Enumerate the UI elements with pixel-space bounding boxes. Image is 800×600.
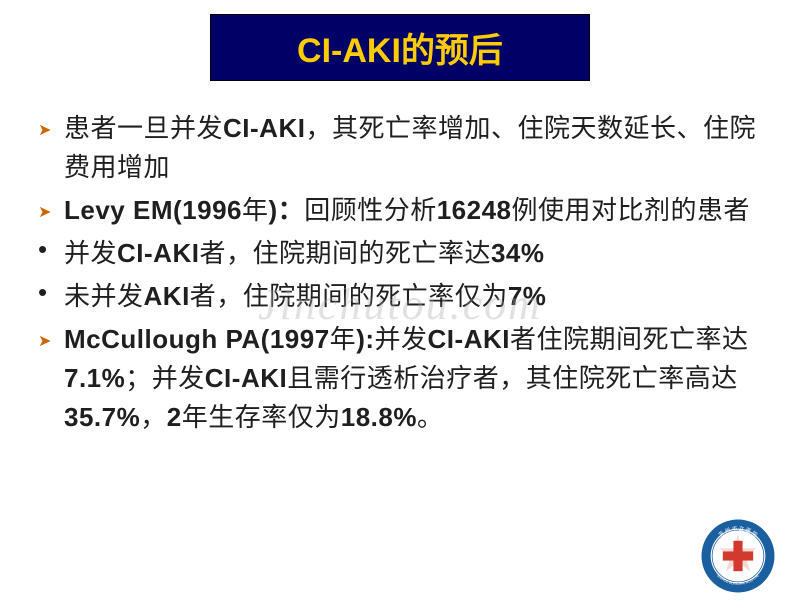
text-run: McCullough PA(1997 — [64, 324, 330, 354]
hospital-logo: 苏 州 市 立 医 院 SUZHOU MUNICIPAL HOSPITAL — [700, 518, 776, 594]
text-run: 2 — [167, 402, 182, 432]
text-run: AKI — [144, 281, 190, 311]
arrow-bullet-icon: ➤ — [38, 191, 64, 225]
text-run: 18.8% — [341, 402, 417, 432]
bullet-line: ➤患者一旦并发CI-AKI，其死亡率增加、住院天数延长、住院费用增加 — [38, 109, 760, 187]
text-run: 。 — [417, 402, 444, 432]
text-run: 7% — [508, 281, 547, 311]
text-run: CI-AKI — [428, 324, 510, 354]
dot-bullet-icon: • — [38, 234, 64, 265]
text-run: 并发 — [64, 238, 117, 268]
text-run: 年 — [242, 195, 269, 225]
text-run: 年生存率仅为 — [182, 402, 341, 432]
text-run: 例使用对比剂的患者 — [512, 195, 751, 225]
slide-title: CI-AKI的预后 — [297, 32, 503, 70]
text-run: 并发 — [375, 324, 428, 354]
text-run: 者，住院期间的死亡率仅为 — [190, 281, 508, 311]
bullet-text: 未并发AKI者，住院期间的死亡率仅为7% — [64, 277, 546, 316]
text-run: 回顾性分析 — [304, 195, 437, 225]
slide-title-box: CI-AKI的预后 — [210, 14, 590, 81]
text-run: 患者一旦并发 — [64, 113, 223, 143]
text-run: ): — [356, 324, 374, 354]
title-latin: CI-AKI — [297, 32, 401, 70]
arrow-bullet-icon: ➤ — [38, 109, 64, 143]
bullet-text: McCullough PA(1997年):并发CI-AKI者住院期间死亡率达7.… — [64, 320, 760, 437]
text-run: 者住院期间死亡率达 — [510, 324, 749, 354]
arrow-bullet-icon: ➤ — [38, 320, 64, 354]
dot-bullet-icon: • — [38, 277, 64, 308]
text-run: 16248 — [437, 195, 512, 225]
text-run: 年 — [330, 324, 357, 354]
text-run: CI-AKI — [205, 363, 287, 393]
text-run: Levy EM(1996 — [64, 195, 242, 225]
bullet-text: 患者一旦并发CI-AKI，其死亡率增加、住院天数延长、住院费用增加 — [64, 109, 760, 187]
text-run: 7.1% — [64, 363, 125, 393]
bullet-text: 并发CI-AKI者，住院期间的死亡率达34% — [64, 234, 545, 273]
text-run: ) — [269, 195, 278, 225]
text-run: 34% — [491, 238, 545, 268]
text-run: 者，住院期间的死亡率达 — [199, 238, 491, 268]
text-run: 未并发 — [64, 281, 144, 311]
bullet-line: •并发CI-AKI者，住院期间的死亡率达34% — [38, 234, 760, 273]
bullet-text: Levy EM(1996年)：回顾性分析16248例使用对比剂的患者 — [64, 191, 750, 230]
text-run: ： — [278, 195, 305, 225]
text-run: CI-AKI — [117, 238, 199, 268]
slide-body: ➤患者一旦并发CI-AKI，其死亡率增加、住院天数延长、住院费用增加➤Levy … — [0, 109, 800, 437]
title-cn: 的预后 — [401, 32, 503, 70]
bullet-line: •未并发AKI者，住院期间的死亡率仅为7% — [38, 277, 760, 316]
text-run: CI-AKI — [223, 113, 305, 143]
bullet-line: ➤McCullough PA(1997年):并发CI-AKI者住院期间死亡率达7… — [38, 320, 760, 437]
text-run: ；并发 — [125, 363, 205, 393]
text-run: 35.7% — [64, 402, 140, 432]
text-run: ， — [140, 402, 167, 432]
bullet-line: ➤Levy EM(1996年)：回顾性分析16248例使用对比剂的患者 — [38, 191, 760, 230]
text-run: 且需行透析治疗者，其住院死亡率高达 — [287, 363, 738, 393]
